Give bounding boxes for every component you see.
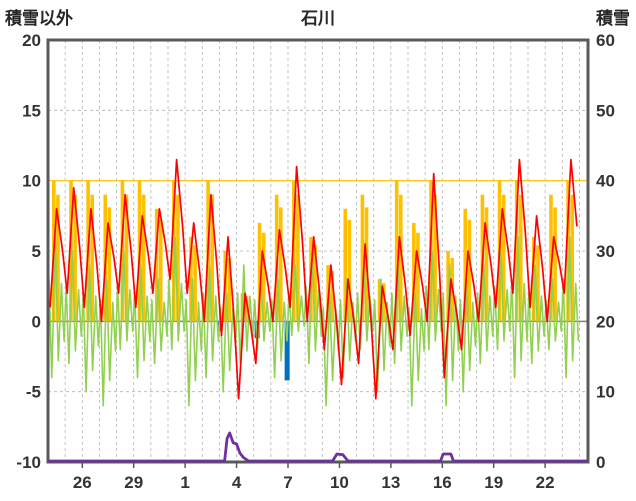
sunshine-bar bbox=[159, 220, 163, 322]
sunshine-bar bbox=[107, 207, 112, 322]
sunshine-bar bbox=[141, 194, 146, 322]
sunshine-bar bbox=[154, 208, 159, 322]
sunshine-bar bbox=[360, 194, 365, 322]
left-axis-tick-label: 20 bbox=[22, 31, 41, 50]
sunshine-bar bbox=[189, 236, 193, 322]
sunshine-bar bbox=[394, 180, 399, 322]
sunshine-bar bbox=[313, 245, 317, 322]
sunshine-bar bbox=[446, 251, 450, 322]
sunshine-bar bbox=[73, 194, 77, 322]
sunshine-bar bbox=[193, 245, 197, 322]
x-tick-label: 29 bbox=[124, 473, 143, 492]
sunshine-bar bbox=[532, 236, 536, 322]
x-tick-label: 1 bbox=[180, 473, 189, 492]
precipitation-bar bbox=[284, 321, 290, 381]
left-axis-tick-label: -5 bbox=[26, 383, 41, 402]
right-axis-tick-label: 50 bbox=[596, 101, 615, 120]
x-tick-label: 26 bbox=[73, 473, 92, 492]
sunshine-bar bbox=[172, 180, 176, 322]
left-axis-tick-label: 10 bbox=[22, 172, 41, 191]
sunshine-bar bbox=[412, 222, 416, 322]
left-axis-tick-label: -10 bbox=[16, 453, 41, 472]
left-axis-tick-label: 0 bbox=[32, 312, 41, 331]
sunshine-bar bbox=[467, 220, 472, 322]
sunshine-bar bbox=[261, 232, 266, 322]
sunshine-bar bbox=[553, 207, 557, 322]
sunshine-bar bbox=[536, 245, 540, 322]
sunshine-bar bbox=[120, 180, 125, 322]
sunshine-bar bbox=[433, 194, 437, 322]
sunshine-bar bbox=[56, 194, 60, 322]
sunshine-bar bbox=[514, 180, 519, 322]
sunshine-bar bbox=[416, 232, 420, 322]
sunshine-bar bbox=[570, 194, 575, 322]
x-tick-label: 10 bbox=[330, 473, 349, 492]
sunshine-bar bbox=[257, 222, 262, 322]
sunshine-bar bbox=[124, 194, 129, 322]
sunshine-bar bbox=[343, 208, 348, 322]
sunshine-bar bbox=[549, 194, 553, 322]
sunshine-bar bbox=[292, 180, 296, 322]
right-axis-tick-label: 10 bbox=[596, 383, 615, 402]
sunshine-bar bbox=[69, 180, 73, 322]
sunshine-bar bbox=[399, 194, 403, 322]
x-tick-label: 19 bbox=[484, 473, 503, 492]
snow-depth-line bbox=[48, 431, 588, 463]
temperature-line bbox=[49, 158, 578, 400]
sunshine-bar bbox=[484, 207, 489, 322]
sunshine-bar bbox=[90, 194, 95, 322]
x-tick-label: 4 bbox=[232, 473, 242, 492]
right-axis-title: 積雪 bbox=[596, 9, 630, 28]
sunshine-bar bbox=[330, 270, 335, 322]
right-axis-tick-label: 30 bbox=[596, 242, 615, 261]
x-tick-label: 22 bbox=[536, 473, 555, 492]
left-axis-tick-label: 5 bbox=[32, 242, 41, 261]
sunshine-bar bbox=[227, 258, 232, 322]
sunshine-bar bbox=[463, 208, 468, 322]
x-tick-label: 16 bbox=[433, 473, 452, 492]
green-line bbox=[48, 236, 580, 407]
sunshine-bar bbox=[210, 194, 215, 322]
left-axis-title: 積雪以外 bbox=[5, 9, 73, 28]
sunshine-bar bbox=[501, 194, 506, 322]
x-tick-label: 13 bbox=[381, 473, 400, 492]
x-tick-label: 7 bbox=[283, 473, 292, 492]
sunshine-bar bbox=[519, 194, 523, 322]
left-axis-tick-label: 15 bbox=[22, 101, 41, 120]
right-axis-tick-label: 60 bbox=[596, 31, 615, 50]
sunshine-bar bbox=[244, 296, 249, 322]
right-axis-tick-label: 40 bbox=[596, 172, 615, 191]
sunshine-bar bbox=[176, 194, 180, 322]
sunshine-bar bbox=[381, 283, 386, 322]
sunshine-bar bbox=[566, 180, 570, 322]
right-axis-tick-label: 20 bbox=[596, 312, 615, 331]
sunshine-bar bbox=[296, 194, 300, 322]
sunshine-bar bbox=[347, 220, 352, 322]
right-axis-tick-label: 0 bbox=[596, 453, 605, 472]
sunshine-bar bbox=[279, 207, 283, 322]
